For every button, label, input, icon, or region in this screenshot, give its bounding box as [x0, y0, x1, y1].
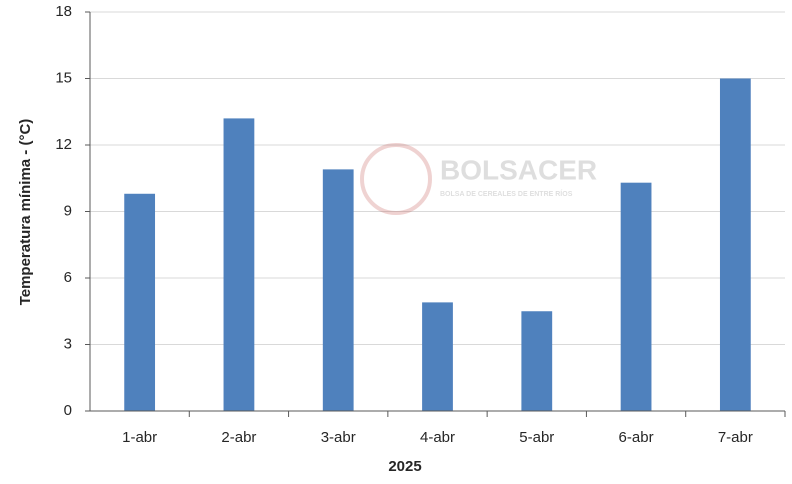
y-tick-label: 3 [64, 335, 72, 352]
x-tick-label: 3-abr [321, 429, 356, 446]
x-axis-label: 2025 [388, 458, 421, 475]
bar [620, 182, 652, 411]
y-tick-label: 15 [55, 69, 72, 86]
y-axis-label: Temperatura mínima - (°C) [17, 119, 34, 306]
watermark-title: BOLSACER [440, 154, 597, 185]
bar [521, 311, 553, 411]
y-tick-label: 9 [64, 202, 72, 219]
x-tick-label: 7-abr [718, 429, 753, 446]
bar [422, 302, 453, 411]
bar [719, 78, 751, 411]
x-tick-label: 6-abr [619, 429, 654, 446]
x-tick-label: 4-abr [420, 429, 455, 446]
watermark: BOLSACER BOLSA DE CEREALES DE ENTRE RÍOS [360, 143, 597, 215]
y-tick-label: 12 [55, 136, 72, 153]
bar [322, 169, 354, 411]
x-tick-label: 2-abr [221, 429, 256, 446]
y-tick-label: 6 [64, 269, 72, 286]
bar [223, 118, 255, 412]
y-tick-label: 18 [55, 3, 72, 20]
watermark-subtitle: BOLSA DE CEREALES DE ENTRE RÍOS [440, 189, 573, 198]
watermark-logo [360, 143, 432, 215]
y-tick-label: 0 [64, 402, 72, 419]
bar [124, 193, 156, 411]
x-tick-label: 1-abr [122, 429, 157, 446]
x-tick-label: 5-abr [519, 429, 554, 446]
